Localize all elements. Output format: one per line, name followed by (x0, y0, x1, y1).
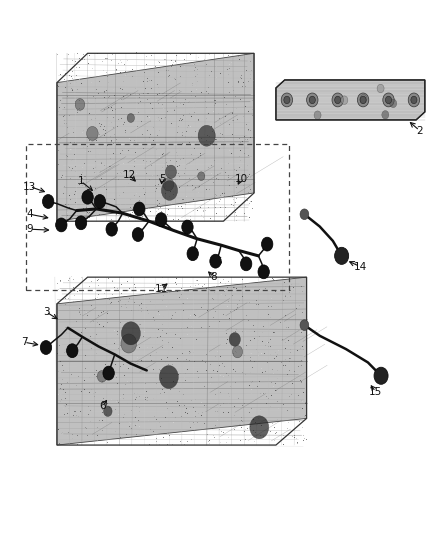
Polygon shape (57, 53, 254, 221)
Circle shape (163, 178, 174, 191)
Circle shape (103, 366, 114, 380)
Circle shape (390, 99, 397, 108)
Text: 1: 1 (78, 176, 85, 186)
Circle shape (121, 322, 140, 345)
Circle shape (134, 202, 145, 216)
Circle shape (182, 220, 193, 234)
Text: 7: 7 (21, 337, 28, 347)
Circle shape (87, 126, 98, 141)
Circle shape (300, 209, 309, 220)
Circle shape (411, 96, 417, 103)
Circle shape (382, 110, 389, 119)
Circle shape (75, 99, 85, 110)
Circle shape (332, 93, 343, 107)
Circle shape (42, 195, 54, 208)
Polygon shape (57, 277, 307, 445)
Text: 2: 2 (416, 126, 423, 135)
Circle shape (360, 96, 366, 103)
Text: 11: 11 (155, 284, 168, 294)
Circle shape (106, 222, 117, 236)
Text: 5: 5 (215, 257, 223, 267)
Text: 4: 4 (26, 209, 33, 219)
Circle shape (250, 416, 268, 439)
Circle shape (103, 406, 112, 416)
Circle shape (281, 93, 293, 107)
Text: 14: 14 (353, 262, 367, 271)
Circle shape (314, 111, 321, 119)
Text: 6: 6 (99, 401, 106, 411)
Circle shape (75, 216, 87, 230)
Circle shape (166, 165, 177, 179)
Circle shape (307, 93, 318, 107)
Circle shape (210, 254, 221, 268)
Circle shape (56, 218, 67, 232)
Text: 15: 15 (369, 387, 382, 397)
Circle shape (377, 84, 384, 93)
Text: 8: 8 (210, 272, 217, 282)
Circle shape (132, 228, 144, 241)
Circle shape (360, 94, 367, 103)
Circle shape (261, 237, 273, 251)
Circle shape (67, 344, 78, 358)
Circle shape (408, 93, 420, 107)
Circle shape (159, 366, 178, 389)
Text: 5: 5 (159, 174, 166, 183)
Circle shape (97, 370, 107, 382)
Circle shape (258, 265, 269, 279)
Circle shape (229, 333, 240, 346)
Circle shape (233, 345, 243, 358)
Text: 3: 3 (42, 307, 49, 317)
Circle shape (374, 367, 388, 384)
Circle shape (40, 341, 52, 354)
Text: 10: 10 (234, 174, 247, 183)
Circle shape (187, 247, 198, 261)
Circle shape (385, 96, 392, 103)
Circle shape (300, 320, 309, 330)
Circle shape (309, 96, 315, 103)
Circle shape (284, 96, 290, 103)
Circle shape (121, 334, 137, 353)
Polygon shape (276, 80, 425, 120)
Circle shape (341, 96, 348, 104)
Circle shape (198, 172, 205, 181)
Text: 12: 12 (123, 170, 136, 180)
Circle shape (240, 257, 252, 271)
Circle shape (335, 247, 349, 264)
Circle shape (162, 181, 177, 200)
Circle shape (94, 195, 106, 208)
Circle shape (383, 93, 394, 107)
Circle shape (357, 93, 369, 107)
Text: 13: 13 (23, 182, 36, 191)
Text: 9: 9 (26, 224, 33, 234)
Circle shape (155, 213, 167, 227)
Circle shape (82, 190, 93, 204)
Circle shape (127, 114, 134, 123)
Circle shape (335, 96, 341, 103)
Circle shape (198, 125, 215, 146)
